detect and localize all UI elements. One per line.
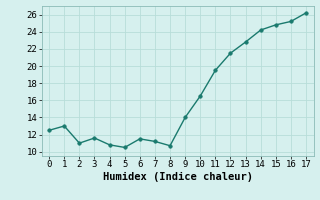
X-axis label: Humidex (Indice chaleur): Humidex (Indice chaleur) — [103, 172, 252, 182]
